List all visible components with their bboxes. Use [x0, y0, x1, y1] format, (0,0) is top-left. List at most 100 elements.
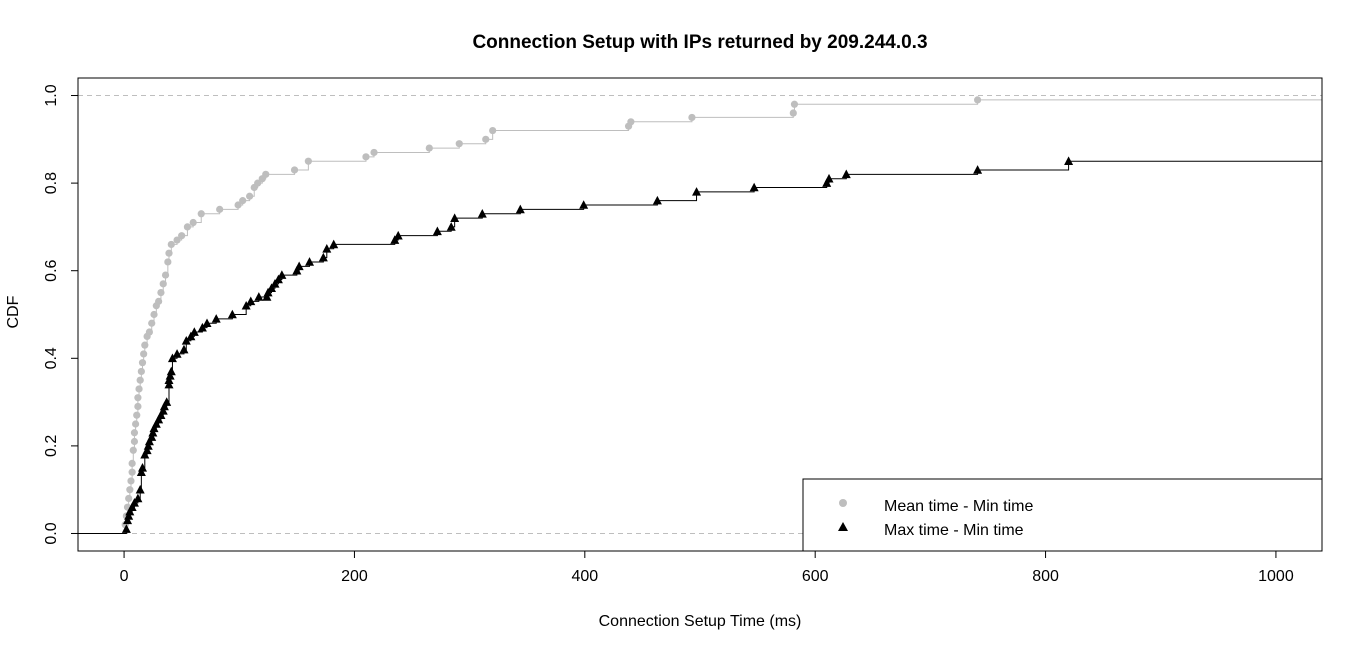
series-1-point-27 [167, 353, 177, 363]
series-1-point-33 [197, 322, 207, 332]
series-0-point-35 [183, 223, 192, 231]
series-1-point-54 [432, 226, 442, 236]
series-1-point-34 [202, 318, 212, 328]
series-0-point-47 [304, 157, 312, 165]
series-0-point-50 [425, 144, 433, 152]
legend-box [802, 478, 1323, 552]
series-1-point-9 [138, 462, 148, 472]
series-0-point-29 [161, 271, 170, 279]
y-tick-label-2: 0.4 [43, 347, 60, 369]
legend-mean-marker [839, 499, 847, 507]
series-1-point-6 [133, 493, 143, 503]
series-0-point-17 [137, 367, 145, 376]
series-1-point-40 [262, 292, 272, 301]
series-1-point-64 [824, 173, 834, 183]
series-0-point-3 [125, 494, 133, 503]
series-0-point-37 [197, 210, 205, 218]
legend-max-label: Max time - Min time [884, 522, 1024, 539]
x-axis: 0 200 400 600 800 1000 [120, 550, 1294, 585]
series-1-point-13 [144, 436, 154, 446]
series-0-point-43 [254, 179, 262, 187]
series-0-point-23 [148, 319, 156, 327]
y-tick-label-4: 0.8 [43, 172, 60, 194]
series-1-point-57 [477, 208, 487, 218]
series-1-point-5 [129, 498, 139, 507]
series-1-point-22 [162, 397, 172, 406]
series-0-point-19 [140, 350, 148, 358]
series-1-point-8 [136, 467, 146, 476]
cdf-step-lines [78, 99, 1322, 534]
series-1-point-60 [652, 195, 662, 205]
series-1-point-47 [294, 261, 304, 271]
series-1-point-44 [273, 274, 283, 284]
series-1-point-28 [172, 349, 182, 358]
x-tick-label-3: 600 [802, 568, 829, 585]
series-0-point-53 [489, 126, 497, 135]
series-1-point-1 [123, 515, 133, 525]
series-1-point-55 [446, 222, 456, 231]
series-0-point-34 [178, 232, 186, 240]
series-1-point-36 [227, 309, 237, 319]
series-1-point-30 [181, 335, 191, 345]
series-1-point-31 [186, 331, 196, 341]
series-1-point-58 [515, 204, 525, 214]
series-1-point-61 [692, 187, 702, 196]
series-1-point-21 [159, 401, 169, 411]
cdf-markers [121, 96, 1074, 533]
series-1-point-24 [164, 375, 174, 384]
series-1-step-line [78, 160, 1322, 534]
chart-title: Connection Setup with IPs returned by 20… [472, 32, 927, 53]
series-1-point-20 [158, 406, 168, 415]
series-1-point-2 [124, 511, 134, 520]
series-1-point-62 [749, 182, 759, 192]
series-1-point-42 [267, 283, 277, 293]
series-0-step-line [78, 99, 1322, 534]
x-axis-label: Connection Setup Time (ms) [599, 613, 802, 630]
series-0-point-27 [157, 289, 165, 297]
y-axis-label: CDF [5, 295, 22, 328]
series-0-point-58 [790, 100, 799, 108]
series-1-point-38 [246, 296, 256, 306]
y-tick-label-5: 1.0 [43, 84, 60, 106]
series-1-point-4 [127, 502, 137, 512]
series-0-point-28 [159, 280, 167, 288]
series-0-point-33 [173, 236, 181, 244]
series-1-point-66 [973, 165, 983, 174]
series-1-point-51 [329, 239, 339, 249]
series-0-point-5 [127, 477, 135, 485]
series-0-point-12 [133, 411, 141, 419]
series-1-point-16 [149, 423, 159, 433]
series-1-point-39 [254, 292, 264, 301]
series-0-point-4 [126, 486, 134, 494]
x-tick-label-1: 200 [341, 568, 368, 585]
series-0-point-24 [150, 310, 158, 319]
y-axis: 0.0 0.2 0.4 0.6 0.8 1.0 [43, 84, 79, 545]
series-0-point-51 [455, 140, 463, 148]
series-0-point-32 [167, 240, 175, 249]
series-0-point-26 [155, 297, 163, 305]
series-0-point-52 [482, 135, 490, 143]
series-1-point-59 [579, 200, 589, 209]
series-0-point-57 [789, 109, 797, 117]
series-0-point-46 [290, 166, 299, 174]
series-1-point-45 [277, 270, 287, 279]
series-0-point-39 [234, 201, 242, 209]
series-1-point-11 [142, 445, 152, 455]
series-0-point-49 [370, 148, 378, 157]
series-1-point-37 [241, 300, 251, 310]
series-1-point-18 [154, 414, 164, 424]
series-0-point-30 [164, 258, 172, 266]
series-0-point-18 [138, 359, 147, 367]
series-0-point-56 [688, 113, 696, 122]
series-1-point-14 [147, 432, 157, 441]
series-0-point-31 [165, 249, 173, 257]
series-1-point-25 [165, 371, 175, 380]
series-1-point-53 [393, 230, 403, 240]
series-1-point-32 [189, 327, 199, 336]
series-1-point-17 [151, 419, 161, 428]
series-0-point-40 [239, 197, 247, 205]
series-1-point-35 [211, 314, 221, 323]
series-1-point-12 [143, 441, 153, 450]
series-1-point-43 [270, 279, 280, 288]
